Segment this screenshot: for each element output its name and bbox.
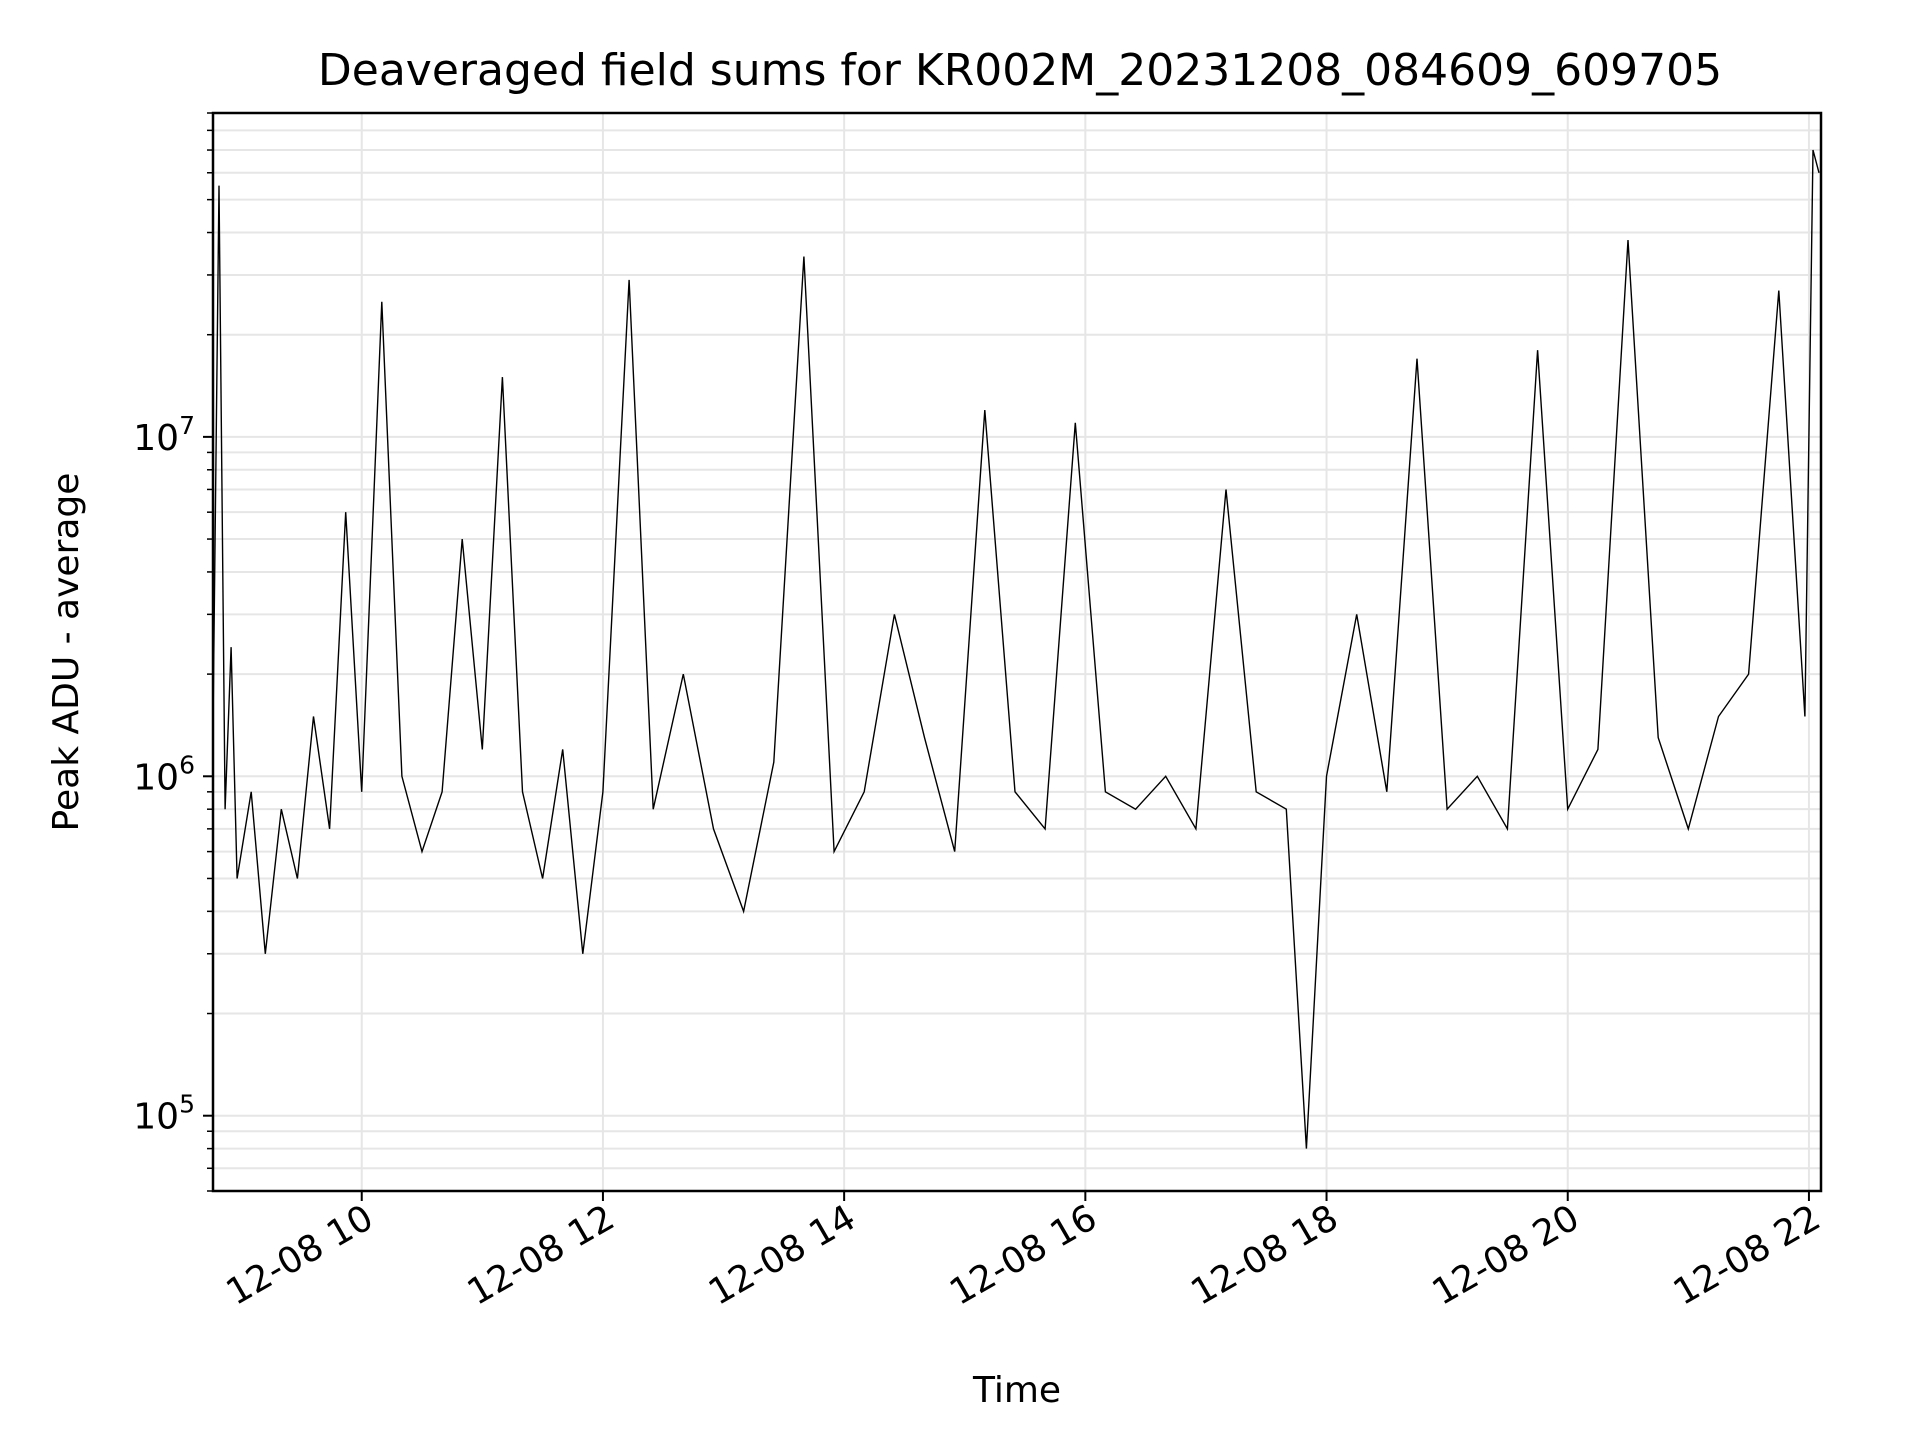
x-tick-label: 12-08 10	[220, 1197, 381, 1313]
axes-frame	[211, 111, 1823, 1193]
plot-area	[212, 149, 1820, 1149]
x-tick-label: 12-08 14	[702, 1197, 863, 1313]
x-tick-label: 12-08 20	[1426, 1197, 1587, 1313]
series-line	[212, 149, 1820, 1149]
y-tick-label: 105	[133, 1090, 195, 1138]
y-tick-label: 106	[133, 750, 195, 798]
x-tick-label: 12-08 22	[1667, 1197, 1828, 1313]
x-tick-label: 12-08 12	[461, 1197, 622, 1313]
y-tick-label: 107	[133, 411, 195, 459]
x-axis-label: Time	[972, 1370, 1061, 1411]
x-tick-label: 12-08 16	[943, 1197, 1104, 1313]
y-axis-label: Peak ADU - average	[46, 473, 87, 832]
y-axis-ticks: 105 106 107	[133, 112, 213, 1192]
x-axis-ticks: 12-08 10 12-08 12 12-08 14 12-08 16 12-08 18…	[220, 1191, 1828, 1314]
x-tick-label: 12-08 18	[1184, 1197, 1345, 1313]
grid	[213, 112, 1821, 1192]
chart-title: Deaveraged field sums for KR002M_2023120…	[318, 45, 1722, 96]
